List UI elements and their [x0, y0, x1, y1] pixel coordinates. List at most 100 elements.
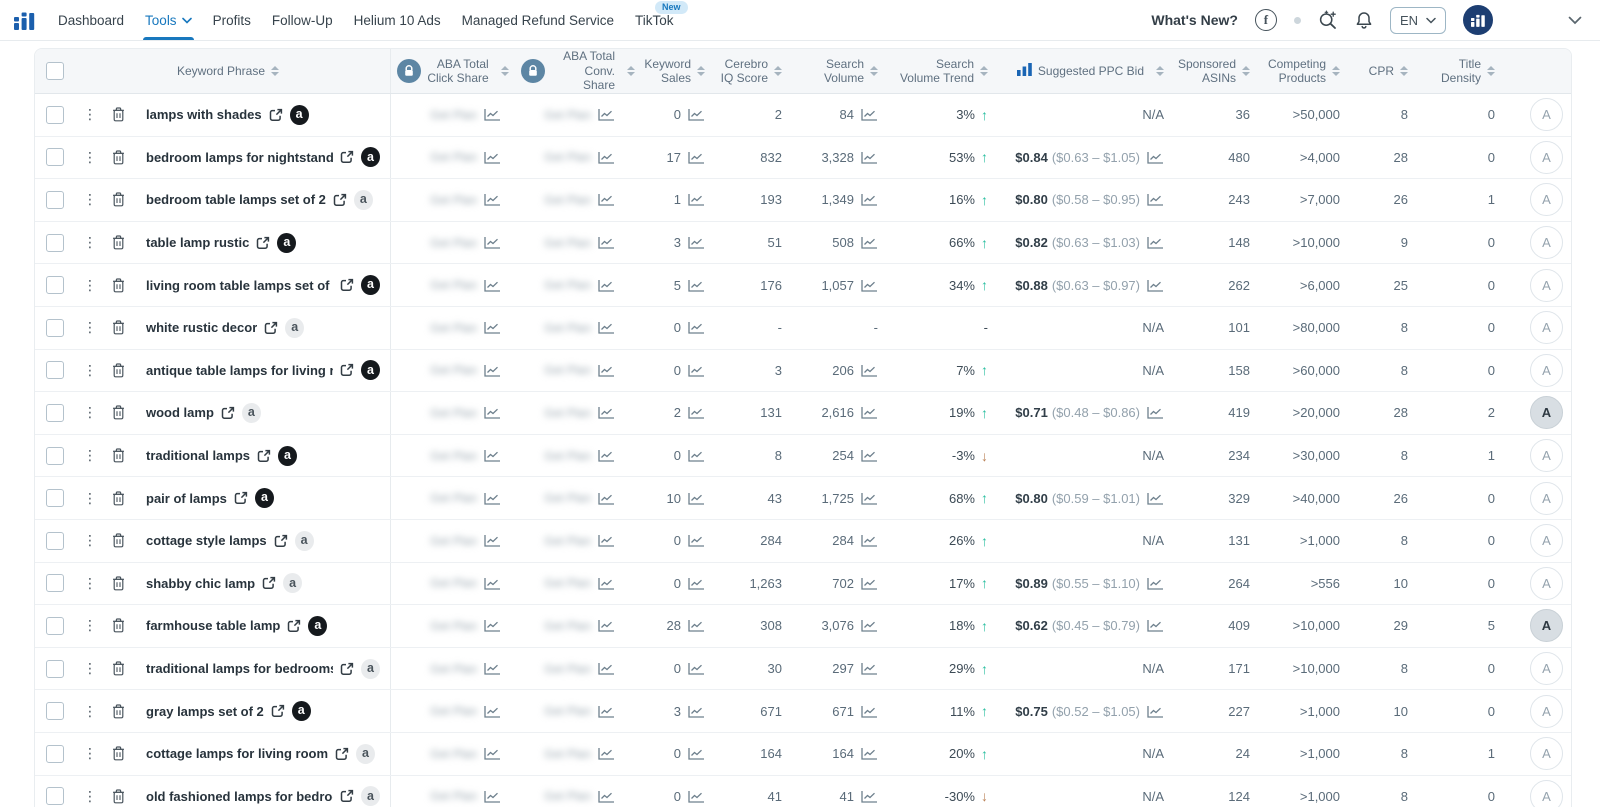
- row-checkbox[interactable]: [46, 148, 64, 167]
- history-chart-icon[interactable]: [484, 747, 501, 760]
- amazon-badge-icon[interactable]: a: [361, 360, 380, 381]
- history-chart-icon[interactable]: [1147, 193, 1164, 207]
- row-menu-kebab-icon[interactable]: [76, 137, 104, 179]
- row-menu-kebab-icon[interactable]: [76, 690, 104, 732]
- amazon-badge-icon[interactable]: a: [356, 743, 376, 764]
- history-chart-icon[interactable]: [484, 662, 501, 675]
- row-menu-kebab-icon[interactable]: [76, 733, 104, 775]
- delete-row-trash-icon[interactable]: [104, 477, 132, 519]
- history-chart-icon[interactable]: [688, 193, 705, 207]
- history-chart-icon[interactable]: [598, 364, 615, 377]
- history-chart-icon[interactable]: [484, 151, 501, 164]
- history-chart-icon[interactable]: [1147, 236, 1164, 249]
- history-chart-icon[interactable]: [598, 193, 615, 207]
- delete-row-trash-icon[interactable]: [104, 648, 132, 690]
- history-chart-icon[interactable]: [484, 321, 501, 334]
- header-keyword-sales[interactable]: Keyword Sales: [641, 49, 711, 93]
- history-chart-icon[interactable]: [1147, 619, 1164, 633]
- row-checkbox[interactable]: [46, 318, 64, 337]
- external-link-icon[interactable]: [340, 278, 354, 292]
- history-chart-icon[interactable]: [861, 492, 878, 505]
- history-chart-icon[interactable]: [861, 577, 878, 590]
- amazon-badge-icon[interactable]: a: [254, 488, 274, 509]
- row-menu-kebab-icon[interactable]: [76, 307, 104, 349]
- history-chart-icon[interactable]: [688, 577, 705, 590]
- history-chart-icon[interactable]: [1147, 492, 1164, 505]
- history-chart-icon[interactable]: [598, 151, 615, 164]
- amazon-badge-icon[interactable]: a: [285, 317, 305, 338]
- row-menu-kebab-icon[interactable]: [76, 435, 104, 477]
- history-chart-icon[interactable]: [688, 449, 705, 462]
- external-link-icon[interactable]: [271, 704, 285, 718]
- history-chart-icon[interactable]: [861, 790, 878, 803]
- row-checkbox[interactable]: [46, 702, 64, 721]
- delete-row-trash-icon[interactable]: [104, 392, 132, 434]
- delete-row-trash-icon[interactable]: [104, 264, 132, 306]
- row-menu-kebab-icon[interactable]: [76, 222, 104, 264]
- history-chart-icon[interactable]: [484, 492, 501, 505]
- row-checkbox[interactable]: [46, 446, 64, 465]
- history-chart-icon[interactable]: [861, 747, 878, 760]
- history-chart-icon[interactable]: [861, 108, 878, 121]
- history-chart-icon[interactable]: [484, 406, 501, 420]
- amazon-rank-badge[interactable]: A: [1530, 396, 1563, 430]
- history-chart-icon[interactable]: [688, 108, 705, 121]
- amazon-rank-badge[interactable]: A: [1530, 566, 1563, 600]
- history-chart-icon[interactable]: [598, 492, 615, 505]
- amazon-rank-badge[interactable]: A: [1530, 609, 1563, 643]
- history-chart-icon[interactable]: [1147, 577, 1164, 590]
- amazon-badge-icon[interactable]: a: [353, 189, 373, 210]
- external-link-icon[interactable]: [264, 321, 278, 335]
- external-link-icon[interactable]: [269, 108, 283, 122]
- nav-managed-refund-service[interactable]: Managed Refund Service: [461, 12, 614, 28]
- external-link-icon[interactable]: [221, 406, 235, 420]
- amazon-rank-badge[interactable]: A: [1530, 524, 1563, 558]
- amazon-badge-icon[interactable]: a: [278, 445, 298, 466]
- history-chart-icon[interactable]: [484, 790, 501, 803]
- history-chart-icon[interactable]: [598, 747, 615, 760]
- header-aba-conv-share[interactable]: ABA Total Conv. Share: [521, 49, 641, 93]
- amazon-rank-badge[interactable]: A: [1530, 481, 1563, 515]
- row-checkbox[interactable]: [46, 616, 64, 635]
- sort-icon[interactable]: [500, 66, 509, 76]
- header-competing-products[interactable]: Competing Products: [1260, 49, 1350, 93]
- sort-icon[interactable]: [271, 66, 280, 76]
- history-chart-icon[interactable]: [598, 406, 615, 420]
- amazon-rank-badge[interactable]: A: [1530, 140, 1563, 174]
- external-link-icon[interactable]: [234, 491, 248, 505]
- row-menu-kebab-icon[interactable]: [76, 179, 104, 221]
- row-menu-kebab-icon[interactable]: [76, 648, 104, 690]
- amazon-rank-badge[interactable]: A: [1530, 737, 1563, 771]
- history-chart-icon[interactable]: [484, 193, 501, 207]
- history-chart-icon[interactable]: [598, 108, 615, 121]
- history-chart-icon[interactable]: [484, 619, 501, 633]
- history-chart-icon[interactable]: [484, 364, 501, 377]
- select-all-checkbox[interactable]: [46, 62, 64, 80]
- delete-row-trash-icon[interactable]: [104, 520, 132, 562]
- collapse-chevron-icon[interactable]: [1568, 16, 1582, 25]
- history-chart-icon[interactable]: [861, 534, 878, 547]
- history-chart-icon[interactable]: [598, 790, 615, 803]
- notifications-bell-icon[interactable]: [1355, 11, 1373, 30]
- amazon-rank-badge[interactable]: A: [1530, 353, 1563, 387]
- history-chart-icon[interactable]: [688, 364, 705, 377]
- amazon-rank-badge[interactable]: A: [1530, 98, 1563, 132]
- amazon-badge-icon[interactable]: a: [289, 104, 309, 125]
- row-checkbox[interactable]: [46, 403, 64, 422]
- history-chart-icon[interactable]: [1147, 705, 1164, 718]
- delete-row-trash-icon[interactable]: [104, 563, 132, 605]
- helium10-logo-icon[interactable]: [14, 10, 36, 30]
- external-link-icon[interactable]: [287, 619, 301, 633]
- sort-icon[interactable]: [1400, 66, 1408, 76]
- delete-row-trash-icon[interactable]: [104, 776, 132, 807]
- row-checkbox[interactable]: [46, 233, 64, 252]
- amazon-rank-badge[interactable]: A: [1530, 779, 1563, 807]
- header-keyword-phrase[interactable]: Keyword Phrase: [76, 49, 391, 93]
- history-chart-icon[interactable]: [688, 236, 705, 249]
- history-chart-icon[interactable]: [598, 449, 615, 462]
- history-chart-icon[interactable]: [484, 577, 501, 590]
- row-menu-kebab-icon[interactable]: [76, 264, 104, 306]
- header-suggested-ppc[interactable]: Suggested PPC Bid: [1000, 49, 1172, 93]
- history-chart-icon[interactable]: [861, 619, 878, 633]
- history-chart-icon[interactable]: [484, 705, 501, 718]
